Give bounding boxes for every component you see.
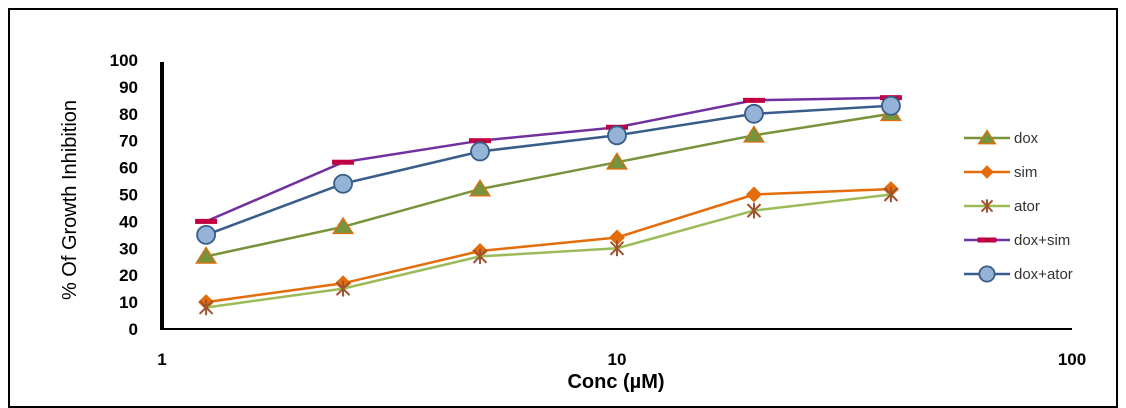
data-point (605, 152, 629, 170)
legend-item: dox+ator (964, 265, 1073, 283)
data-point (607, 125, 627, 146)
y-tick-label: 30 (119, 239, 138, 258)
series-line (205, 187, 891, 304)
legend-item: dox (964, 129, 1039, 147)
legend-item: dox+sim (964, 232, 1070, 249)
series-dox (195, 103, 903, 264)
legend-label: ator (1014, 198, 1040, 215)
data-point (196, 224, 216, 245)
legend-item: ator (964, 198, 1040, 215)
data-point (746, 202, 762, 219)
series-line (205, 193, 892, 309)
data-point (468, 179, 492, 197)
data-point (742, 97, 765, 103)
legend-item: sim (964, 164, 1037, 181)
x-tick-label: 100 (1058, 350, 1086, 369)
legend-marker (980, 165, 994, 179)
series-line (205, 112, 892, 258)
y-tick-label: 20 (119, 266, 138, 285)
y-tick-labels: 0 10 20 30 40 50 60 70 80 90 100 (110, 51, 138, 339)
legend: dox sim ator dox+sim dox+ator (964, 129, 1073, 283)
legend-label: dox+ator (1014, 266, 1073, 283)
y-axis-label: % Of Growth Inhibition (59, 100, 81, 300)
data-point (195, 246, 218, 264)
data-point (742, 125, 766, 143)
data-point (332, 159, 355, 165)
axes (160, 62, 1072, 330)
x-tick-labels: 1 10 100 (157, 350, 1086, 369)
y-tick-label: 60 (119, 159, 138, 178)
data-point (333, 173, 353, 194)
series-sim (198, 181, 899, 311)
series-layer (195, 95, 903, 316)
chart-frame (8, 8, 1118, 408)
y-tick-label: 50 (119, 186, 138, 205)
data-point (198, 299, 214, 316)
data-point (472, 248, 488, 265)
data-point (469, 138, 492, 144)
y-tick-label: 0 (129, 320, 138, 339)
series-line (205, 96, 891, 223)
x-tick-label: 1 (157, 350, 166, 369)
legend-label: sim (1014, 164, 1037, 181)
series-dox-ator (196, 95, 901, 245)
data-point (331, 216, 355, 235)
legend-marker (980, 199, 994, 213)
legend-marker (977, 129, 997, 145)
data-point (744, 103, 764, 124)
data-point (745, 186, 762, 203)
y-tick-label: 40 (119, 212, 138, 231)
y-tick-label: 80 (119, 105, 138, 124)
y-tick-label: 70 (119, 132, 138, 151)
x-tick-label: 10 (608, 350, 627, 369)
data-point (195, 218, 218, 224)
legend-label: dox (1014, 130, 1039, 147)
series-line (205, 104, 891, 237)
y-tick-label: 100 (110, 51, 138, 70)
legend-marker (977, 237, 997, 243)
y-tick-label: 90 (119, 78, 138, 97)
data-point (609, 240, 625, 257)
data-point (609, 229, 625, 246)
x-axis-label: Conc (µM) (567, 371, 664, 393)
data-point (335, 280, 351, 297)
data-point (470, 141, 490, 162)
legend-label: dox+sim (1014, 232, 1070, 249)
data-point (881, 95, 901, 116)
data-point (883, 186, 899, 203)
y-tick-label: 10 (119, 293, 138, 312)
legend-marker (978, 265, 996, 283)
series-ator (198, 186, 899, 316)
